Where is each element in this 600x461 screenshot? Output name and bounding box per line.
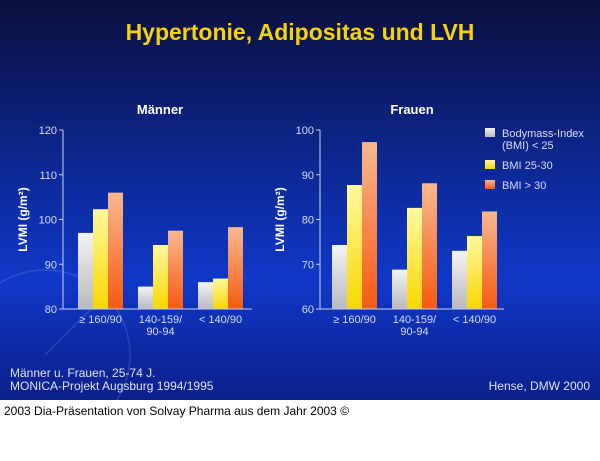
y-tick-label: 100 <box>39 215 57 227</box>
bar <box>452 250 467 309</box>
bar <box>93 209 108 309</box>
bar <box>168 230 183 309</box>
y-tick-label: 110 <box>39 170 57 182</box>
legend-label: (BMI) < 25 <box>502 140 554 152</box>
x-tick-label: ≥ 160/90 <box>333 314 376 326</box>
y-tick-label: 70 <box>302 259 314 271</box>
bar <box>422 183 437 309</box>
footnote-line-1: Männer u. Frauen, 25-74 J. <box>10 366 155 380</box>
x-tick-label: 140-159/ <box>139 314 183 326</box>
source-reference: Hense, DMW 2000 <box>489 379 591 393</box>
x-tick-label: 140-159/ <box>393 314 437 326</box>
y-tick-label: 80 <box>45 304 57 316</box>
legend-swatch <box>485 180 495 189</box>
slide-svg: Hypertonie, Adipositas und LVH Männer LVM… <box>0 19 591 441</box>
bar <box>213 278 228 309</box>
bar <box>482 211 497 309</box>
y-tick-label: 90 <box>45 259 57 271</box>
bar <box>467 236 482 309</box>
bar <box>332 245 347 309</box>
bar <box>108 192 123 309</box>
y-tick-label: 80 <box>302 215 314 227</box>
footnote-line-2: MONICA-Projekt Augsburg 1994/1995 <box>10 379 214 393</box>
bar <box>392 269 407 309</box>
legend-swatch <box>485 160 495 169</box>
chart-frauen: Frauen LVMI (g/m²) 60 70 80 90 100 ≥ 160/90 140-… <box>273 102 504 338</box>
chart-title: Männer <box>137 102 183 117</box>
bar <box>198 282 213 309</box>
bar <box>153 245 168 309</box>
bar <box>347 185 362 309</box>
x-tick-label: < 140/90 <box>199 314 242 326</box>
legend-label: BMI > 30 <box>502 180 546 192</box>
x-tick-label: < 140/90 <box>453 314 496 326</box>
bar <box>78 232 93 309</box>
y-tick-label: 60 <box>302 304 314 316</box>
y-axis-label: LVMI (g/m²) <box>16 187 30 251</box>
legend-label: BMI 25-30 <box>502 160 553 172</box>
legend-swatch <box>485 128 495 137</box>
y-tick-label: 120 <box>39 125 57 137</box>
bar <box>407 207 422 309</box>
y-tick-label: 90 <box>302 170 314 182</box>
x-tick-label: ≥ 160/90 <box>79 314 122 326</box>
chart-title: Frauen <box>390 102 433 117</box>
slide-title: Hypertonie, Adipositas und LVH <box>126 19 475 45</box>
caption: 2003 Dia-Präsentation von Solvay Pharma … <box>4 404 350 418</box>
y-tick-label: 100 <box>296 125 314 137</box>
bar <box>362 142 377 309</box>
x-tick-label: 90-94 <box>146 326 174 338</box>
bar <box>138 286 153 309</box>
x-tick-label: 90-94 <box>400 326 428 338</box>
y-axis-label: LVMI (g/m²) <box>273 187 287 251</box>
slide: Hypertonie, Adipositas und LVH Männer LVM… <box>0 0 600 441</box>
legend: Bodymass-Index(BMI) < 25 BMI 25-30 BMI > 3… <box>485 128 584 192</box>
bar <box>228 227 243 309</box>
chart-männer: Männer LVMI (g/m²) 80 90 100 110 120 ≥ 160/90 14… <box>16 102 252 338</box>
legend-label: Bodymass-Index <box>502 128 584 140</box>
